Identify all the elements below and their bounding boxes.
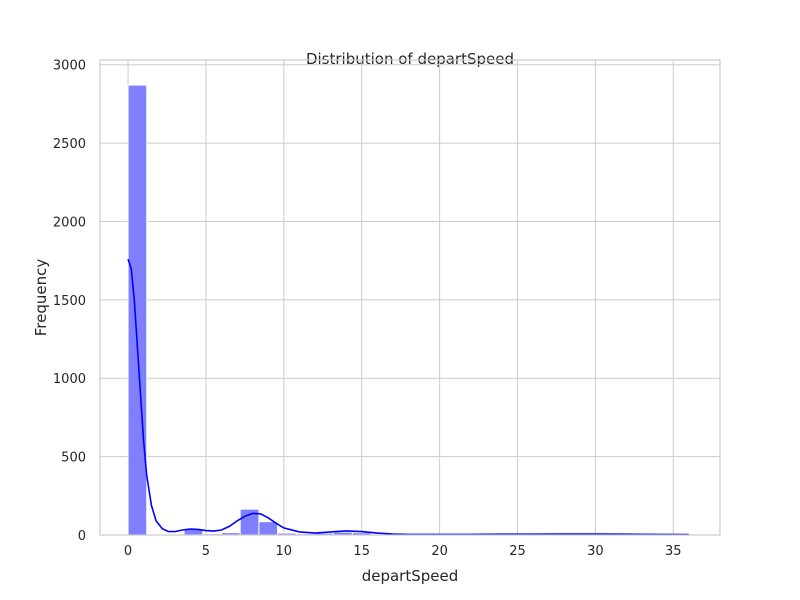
- histogram-bar: [258, 521, 279, 536]
- x-tick-label: 0: [124, 544, 132, 559]
- y-tick-label: 2000: [53, 215, 86, 230]
- y-tick-label: 3000: [53, 59, 86, 74]
- x-tick-label: 10: [276, 544, 293, 559]
- plot-frame: [99, 59, 721, 536]
- y-tick-label: 1000: [53, 372, 86, 387]
- x-tick-label: 25: [509, 544, 526, 559]
- x-tick-label: 20: [431, 544, 448, 559]
- x-axis-label: departSpeed: [362, 567, 459, 585]
- grid-lines: [100, 60, 720, 536]
- y-tick-label: 1500: [53, 294, 86, 309]
- y-tick-labels: 0 500 1000 1500 2000 2500 3000: [53, 59, 86, 544]
- y-tick-label: 2500: [53, 137, 86, 152]
- x-tick-label: 30: [587, 544, 604, 559]
- y-tick-label: 0: [78, 529, 86, 544]
- histogram-bars: [127, 84, 690, 536]
- kde-curve-group: [127, 258, 689, 536]
- x-tick-label: 15: [353, 544, 370, 559]
- x-tick-label: 35: [665, 544, 682, 559]
- chart-title: Distribution of departSpeed: [306, 50, 514, 68]
- y-axis-label: Frequency: [32, 259, 50, 337]
- y-tick-label: 500: [61, 451, 86, 466]
- x-tick-label: 5: [202, 544, 210, 559]
- x-tick-labels: 0 5 10 15 20 25 30 35: [124, 544, 682, 559]
- histogram-bar: [127, 84, 148, 536]
- kde-curve: [127, 258, 689, 536]
